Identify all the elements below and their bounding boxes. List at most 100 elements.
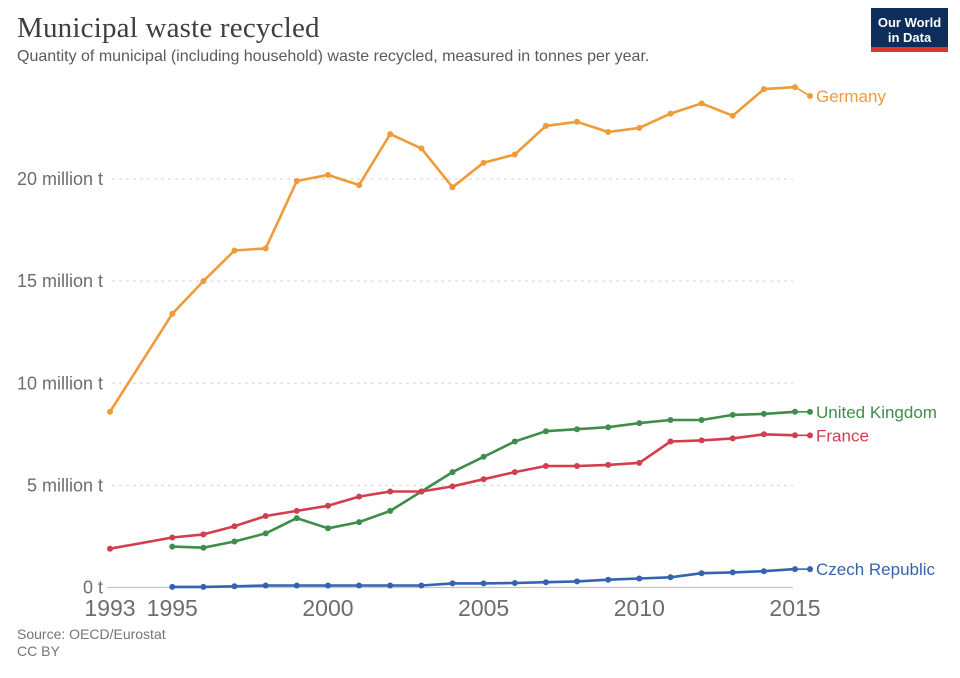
- series-point-france-2001[interactable]: [356, 493, 363, 500]
- series-point-czech-republic-2012[interactable]: [698, 570, 705, 577]
- series-point-germany-2013[interactable]: [729, 112, 736, 119]
- series-point-france-1998[interactable]: [262, 513, 269, 519]
- series-point-france-1995[interactable]: [169, 534, 176, 541]
- series-point-germany-1993[interactable]: [107, 408, 113, 415]
- x-tick-label-2015: 2015: [769, 595, 820, 621]
- series-point-germany-2014[interactable]: [760, 86, 767, 93]
- series-point-germany-2007[interactable]: [542, 122, 549, 129]
- series-point-united-kingdom-1999[interactable]: [293, 515, 300, 522]
- series-point-germany-2011[interactable]: [667, 110, 674, 117]
- series-point-united-kingdom-2013[interactable]: [729, 411, 736, 418]
- series-point-germany-2000[interactable]: [325, 171, 331, 178]
- series-point-czech-republic-2009[interactable]: [605, 576, 612, 583]
- series-point-united-kingdom-2009[interactable]: [605, 424, 612, 431]
- series-point-czech-republic-2014[interactable]: [760, 568, 767, 575]
- series-point-germany-1998[interactable]: [262, 245, 269, 252]
- series-point-germany-2001[interactable]: [356, 182, 363, 189]
- series-point-united-kingdom-1995[interactable]: [169, 543, 176, 550]
- series-point-czech-republic-1997[interactable]: [231, 583, 238, 590]
- series-point-france-2014[interactable]: [760, 431, 767, 438]
- series-point-czech-republic-2010[interactable]: [636, 575, 643, 582]
- series-point-czech-republic-2000[interactable]: [325, 582, 331, 589]
- series-point-united-kingdom-2008[interactable]: [574, 426, 580, 433]
- series-point-france-2003[interactable]: [418, 488, 425, 495]
- series-point-united-kingdom-2011[interactable]: [667, 417, 674, 423]
- y-tick-label-0-t: 0 t: [83, 578, 103, 598]
- series-point-united-kingdom-2004[interactable]: [449, 469, 456, 476]
- series-point-france-2007[interactable]: [542, 463, 549, 469]
- series-point-germany-2012[interactable]: [698, 100, 705, 107]
- source-note: Source: OECD/Eurostat: [17, 626, 166, 642]
- series-point-germany-1999[interactable]: [293, 178, 300, 184]
- series-line-france[interactable]: [108, 432, 797, 551]
- series-point-germany-2004[interactable]: [449, 184, 456, 191]
- series-label-germany[interactable]: Germany: [816, 87, 886, 106]
- series-label-czech-republic[interactable]: Czech Republic: [816, 560, 936, 579]
- series-point-czech-republic-2004[interactable]: [449, 580, 456, 587]
- series-point-germany-2003[interactable]: [418, 145, 425, 152]
- series-point-czech-republic-1999[interactable]: [293, 582, 300, 589]
- series-point-germany-2009[interactable]: [605, 129, 612, 135]
- series-point-germany-2010[interactable]: [636, 124, 643, 131]
- series-point-united-kingdom-2006[interactable]: [511, 438, 518, 445]
- series-point-france-2004[interactable]: [449, 483, 456, 490]
- series-label-dot-france: [807, 432, 813, 439]
- series-point-france-2010[interactable]: [636, 459, 643, 466]
- series-point-france-2002[interactable]: [387, 488, 394, 495]
- series-point-france-2000[interactable]: [325, 502, 331, 509]
- series-point-czech-republic-2008[interactable]: [574, 578, 580, 585]
- series-point-united-kingdom-2000[interactable]: [325, 525, 331, 532]
- series-point-czech-republic-2005[interactable]: [480, 580, 487, 587]
- owid-logo[interactable]: Our World in Data: [871, 8, 948, 52]
- series-point-germany-2002[interactable]: [387, 131, 394, 138]
- series-point-united-kingdom-2014[interactable]: [760, 410, 767, 417]
- series-point-united-kingdom-2010[interactable]: [636, 420, 643, 427]
- series-point-czech-republic-1996[interactable]: [200, 583, 207, 590]
- series-point-france-2009[interactable]: [605, 461, 612, 468]
- series-point-czech-republic-2007[interactable]: [542, 579, 549, 586]
- series-point-czech-republic-2013[interactable]: [729, 569, 736, 576]
- series-point-czech-republic-2011[interactable]: [667, 574, 674, 581]
- series-point-france-2011[interactable]: [667, 438, 674, 445]
- y-tick-label-10-million-t: 10 million t: [17, 373, 103, 393]
- series-point-united-kingdom-1997[interactable]: [231, 538, 238, 545]
- series-point-united-kingdom-2007[interactable]: [542, 428, 549, 435]
- x-tick-label-2000: 2000: [302, 595, 353, 621]
- series-point-france-1999[interactable]: [293, 507, 300, 514]
- series-point-france-2008[interactable]: [574, 463, 580, 469]
- series-point-czech-republic-2002[interactable]: [387, 582, 394, 589]
- x-tick-label-1995: 1995: [147, 595, 198, 621]
- series-point-germany-1997[interactable]: [231, 247, 238, 254]
- series-point-united-kingdom-2012[interactable]: [698, 417, 705, 423]
- series-point-united-kingdom-2005[interactable]: [480, 453, 487, 460]
- x-tick-label-2010: 2010: [614, 595, 665, 621]
- series-point-czech-republic-2001[interactable]: [356, 582, 363, 589]
- series-label-dot-united-kingdom: [807, 408, 813, 415]
- y-tick-label-5-million-t: 5 million t: [27, 475, 103, 495]
- series-point-united-kingdom-2002[interactable]: [387, 507, 394, 514]
- series-point-france-2013[interactable]: [729, 435, 736, 442]
- series-point-czech-republic-1998[interactable]: [262, 582, 269, 589]
- series-point-france-1997[interactable]: [231, 523, 238, 530]
- series-line-germany[interactable]: [108, 85, 797, 414]
- series-point-united-kingdom-1996[interactable]: [200, 544, 207, 551]
- series-point-czech-republic-2003[interactable]: [418, 582, 425, 589]
- series-point-france-1996[interactable]: [200, 531, 207, 538]
- series-point-united-kingdom-2001[interactable]: [356, 519, 363, 526]
- series-point-france-2005[interactable]: [480, 476, 487, 483]
- series-point-germany-2008[interactable]: [574, 118, 580, 125]
- x-tick-label-1993: 1993: [84, 595, 135, 621]
- series-point-germany-1996[interactable]: [200, 278, 207, 285]
- series-label-france[interactable]: France: [816, 426, 869, 445]
- series-label-united-kingdom[interactable]: United Kingdom: [816, 403, 937, 422]
- series-point-france-2012[interactable]: [698, 437, 705, 444]
- series-point-france-1993[interactable]: [107, 545, 113, 552]
- series-point-france-2006[interactable]: [511, 469, 518, 476]
- series-point-germany-1995[interactable]: [169, 310, 176, 317]
- series-point-germany-2006[interactable]: [511, 151, 518, 158]
- series-point-czech-republic-1995[interactable]: [169, 583, 176, 590]
- series-point-czech-republic-2006[interactable]: [511, 580, 518, 586]
- series-point-germany-2005[interactable]: [480, 159, 487, 166]
- license-note: CC BY: [17, 643, 60, 659]
- series-point-united-kingdom-1998[interactable]: [262, 530, 269, 537]
